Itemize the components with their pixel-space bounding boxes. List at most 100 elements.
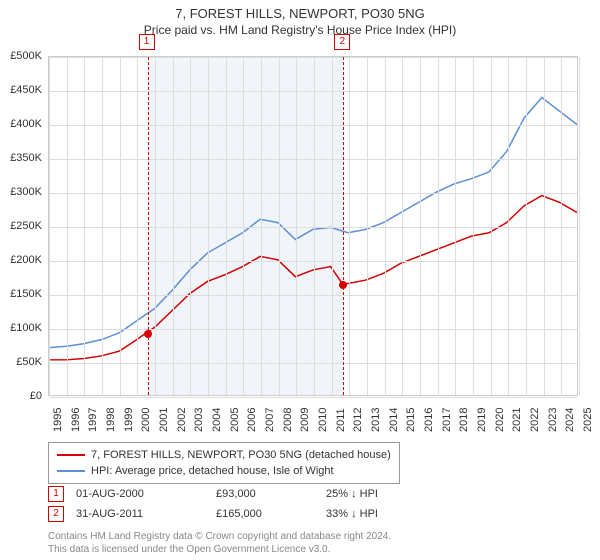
x-axis-label: 2000 <box>140 408 152 432</box>
y-axis-label: £500K <box>10 50 42 62</box>
gridline-v <box>455 57 456 395</box>
gridline-v <box>84 57 85 395</box>
gridline-v <box>349 57 350 395</box>
x-axis-label: 2010 <box>317 408 329 432</box>
gridline-v <box>137 57 138 395</box>
gridline-v <box>120 57 121 395</box>
footer-line-2: This data is licensed under the Open Gov… <box>48 543 391 556</box>
gridline-v <box>279 57 280 395</box>
gridline-v <box>102 57 103 395</box>
event-marker-1: 1 <box>139 34 155 50</box>
legend-swatch-hpi <box>57 470 85 472</box>
gridline-v <box>243 57 244 395</box>
x-axis-label: 2005 <box>229 408 241 432</box>
x-axis-label: 2012 <box>352 408 364 432</box>
transaction-date: 31-AUG-2011 <box>76 508 216 520</box>
event-point-2 <box>339 281 347 289</box>
x-axis-label: 1996 <box>70 408 82 432</box>
transaction-marker-1: 1 <box>48 486 64 502</box>
gridline-v <box>579 57 580 395</box>
y-axis-label: £150K <box>10 288 42 300</box>
transaction-diff: 33% ↓ HPI <box>326 508 436 520</box>
event-line-1 <box>148 57 149 395</box>
x-axis-label: 2023 <box>547 408 559 432</box>
gridline-h <box>49 91 577 92</box>
transaction-price: £165,000 <box>216 508 326 520</box>
gridline-h <box>49 329 577 330</box>
gridline-v <box>173 57 174 395</box>
legend-item-hpi: HPI: Average price, detached house, Isle… <box>57 463 391 479</box>
gridline-v <box>332 57 333 395</box>
x-axis-label: 2007 <box>264 408 276 432</box>
gridline-v <box>367 57 368 395</box>
transaction-marker-2: 2 <box>48 506 64 522</box>
x-axis-label: 2001 <box>158 408 170 432</box>
x-axis-label: 2016 <box>423 408 435 432</box>
gridline-h <box>49 159 577 160</box>
x-axis-label: 2019 <box>476 408 488 432</box>
gridline-v <box>526 57 527 395</box>
x-axis-label: 2003 <box>193 408 205 432</box>
x-axis-label: 2020 <box>494 408 506 432</box>
gridline-v <box>420 57 421 395</box>
gridline-v <box>544 57 545 395</box>
x-axis-label: 1995 <box>52 408 64 432</box>
gridline-v <box>67 57 68 395</box>
gridline-v <box>473 57 474 395</box>
plot-region <box>48 56 578 396</box>
x-axis-label: 2015 <box>405 408 417 432</box>
transaction-diff: 25% ↓ HPI <box>326 488 436 500</box>
x-axis-label: 1999 <box>123 408 135 432</box>
gridline-h <box>49 193 577 194</box>
transaction-row: 2 31-AUG-2011£165,00033% ↓ HPI <box>48 504 436 524</box>
footer-line-1: Contains HM Land Registry data © Crown c… <box>48 530 391 543</box>
legend-swatch-property <box>57 454 85 456</box>
y-axis-label: £200K <box>10 254 42 266</box>
series-line-property <box>49 196 577 360</box>
chart-container: 7, FOREST HILLS, NEWPORT, PO30 5NG Price… <box>0 6 600 560</box>
y-axis-label: £50K <box>16 356 42 368</box>
x-axis-label: 2025 <box>582 408 594 432</box>
chart-subtitle: Price paid vs. HM Land Registry's House … <box>0 23 600 37</box>
gridline-h <box>49 397 577 398</box>
x-axis-label: 2021 <box>511 408 523 432</box>
legend-label-property: 7, FOREST HILLS, NEWPORT, PO30 5NG (deta… <box>91 449 391 461</box>
y-axis-label: £0 <box>30 390 42 402</box>
transaction-date: 01-AUG-2000 <box>76 488 216 500</box>
y-axis-label: £400K <box>10 118 42 130</box>
chart-title: 7, FOREST HILLS, NEWPORT, PO30 5NG <box>0 6 600 21</box>
gridline-v <box>314 57 315 395</box>
transaction-row: 101-AUG-2000£93,00025% ↓ HPI <box>48 484 436 504</box>
gridline-v <box>226 57 227 395</box>
x-axis-label: 2013 <box>370 408 382 432</box>
gridline-h <box>49 125 577 126</box>
x-axis-label: 2006 <box>246 408 258 432</box>
y-axis-label: £300K <box>10 186 42 198</box>
gridline-h <box>49 295 577 296</box>
gridline-v <box>491 57 492 395</box>
gridline-v <box>208 57 209 395</box>
gridline-v <box>508 57 509 395</box>
chart-area: £0£50K£100K£150K£200K£250K£300K£350K£400… <box>48 56 578 396</box>
gridline-v <box>385 57 386 395</box>
x-axis-label: 2011 <box>335 408 347 432</box>
gridline-v <box>155 57 156 395</box>
gridline-v <box>438 57 439 395</box>
series-line-hpi <box>49 98 577 348</box>
transactions-table: 101-AUG-2000£93,00025% ↓ HPI231-AUG-2011… <box>48 484 436 524</box>
event-line-2 <box>343 57 344 395</box>
x-axis-label: 2017 <box>441 408 453 432</box>
y-axis-label: £100K <box>10 322 42 334</box>
event-point-1 <box>144 330 152 338</box>
gridline-v <box>261 57 262 395</box>
x-axis-label: 2008 <box>282 408 294 432</box>
x-axis-label: 2018 <box>458 408 470 432</box>
y-axis-label: £450K <box>10 84 42 96</box>
gridline-h <box>49 227 577 228</box>
gridline-h <box>49 57 577 58</box>
gridline-v <box>402 57 403 395</box>
x-axis-label: 2024 <box>564 408 576 432</box>
x-axis-label: 2014 <box>388 408 400 432</box>
x-axis-label: 2022 <box>529 408 541 432</box>
gridline-v <box>190 57 191 395</box>
